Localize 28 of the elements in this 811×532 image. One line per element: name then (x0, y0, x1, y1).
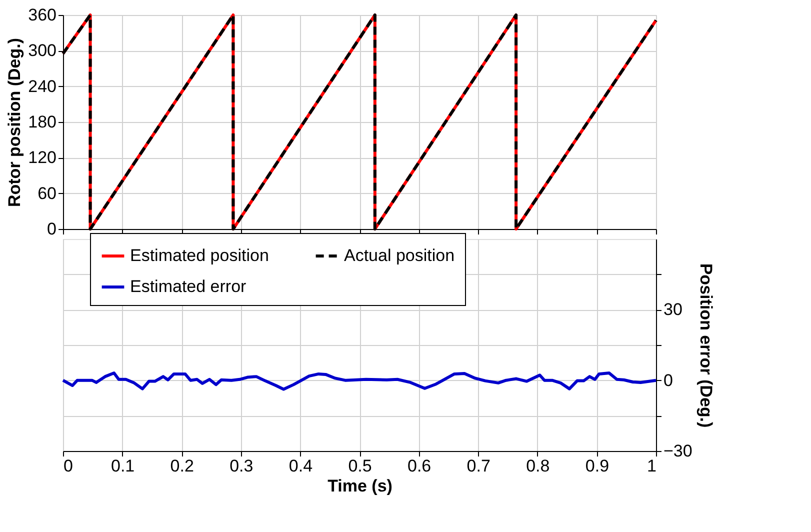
y-tick-label: 180 (28, 112, 56, 132)
x-tick-label: 0.3 (230, 456, 254, 476)
y-tick-label: 300 (28, 41, 56, 60)
x-tick-label: 0.9 (585, 456, 610, 476)
y-tick-label: 360 (28, 6, 56, 24)
legend-label: Actual position (344, 246, 455, 265)
y-tick-label: 60 (38, 184, 56, 203)
y-axis-title: Rotor position (Deg.) (5, 38, 24, 208)
y2-tick-label: 0 (664, 370, 673, 390)
line-series (62, 372, 658, 391)
y2-axis-title: Position error (Deg.) (696, 263, 716, 428)
x-tick-label: 0.6 (407, 456, 432, 476)
x-tick-label: 0.2 (170, 456, 194, 476)
x-tick-label: 0.4 (288, 456, 313, 476)
x-tick-label: 0.7 (466, 456, 490, 476)
y-tick-label: 0 (47, 220, 56, 238)
legend-label: Estimated position (130, 246, 269, 265)
y-tick-label: 120 (28, 148, 56, 168)
x-tick-label: 0.1 (110, 456, 135, 476)
x-axis-title: Time (s) (328, 476, 392, 496)
x-tick-label: 0.8 (526, 456, 550, 476)
y-tick-label: 240 (28, 76, 56, 96)
x-tick-label: 0 (64, 456, 73, 476)
y2-tick-label: 30 (664, 300, 682, 320)
x-tick-label: 1 (647, 456, 656, 476)
x-tick-label: 0.5 (348, 456, 372, 476)
y2-tick-label: −30 (664, 442, 692, 460)
legend-label: Estimated error (130, 277, 247, 296)
